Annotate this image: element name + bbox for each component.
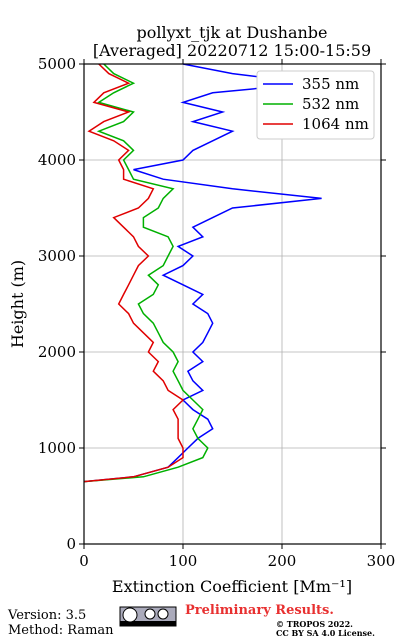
- x-tick-label: 0: [79, 552, 89, 570]
- y-axis-label: Height (m): [8, 260, 27, 348]
- profile-line: [83, 63, 185, 483]
- legend: 355 nm 532 nm 1064 nm: [256, 70, 375, 140]
- plot-frame: [83, 63, 382, 545]
- x-tick-label: 200: [268, 552, 297, 570]
- version: Version: 3.5: [7, 608, 86, 623]
- chart-subtitle: [Averaged] 20220712 15:00-15:59: [93, 41, 371, 60]
- y-tick-label: 0: [66, 535, 76, 553]
- profile-line: [83, 63, 322, 483]
- y-tick-label: 4000: [38, 151, 76, 169]
- legend-label: 532 nm: [302, 95, 359, 113]
- y-tick-label: 2000: [38, 343, 76, 361]
- profile-line: [83, 63, 209, 483]
- y-tick-label: 3000: [38, 247, 76, 265]
- x-tick-label: 300: [367, 552, 396, 570]
- chart-title: pollyxt_tjk at Dushanbe: [136, 23, 327, 42]
- x-tick-label: 100: [169, 552, 198, 570]
- license: CC BY SA 4.0 License.: [276, 628, 375, 638]
- y-tick-label: 5000: [38, 55, 76, 73]
- legend-box: [256, 70, 375, 140]
- cc-logo: [119, 606, 177, 627]
- copyright: © TROPOS 2022.: [276, 619, 353, 629]
- method: Method: Raman: [8, 623, 114, 638]
- legend-label: 1064 nm: [302, 115, 369, 133]
- y-tick-label: 1000: [38, 439, 76, 457]
- x-axis-label: Extinction Coefficient [Mm⁻¹]: [112, 577, 352, 596]
- preliminary: Preliminary Results.: [185, 603, 334, 618]
- legend-label: 355 nm: [302, 75, 359, 93]
